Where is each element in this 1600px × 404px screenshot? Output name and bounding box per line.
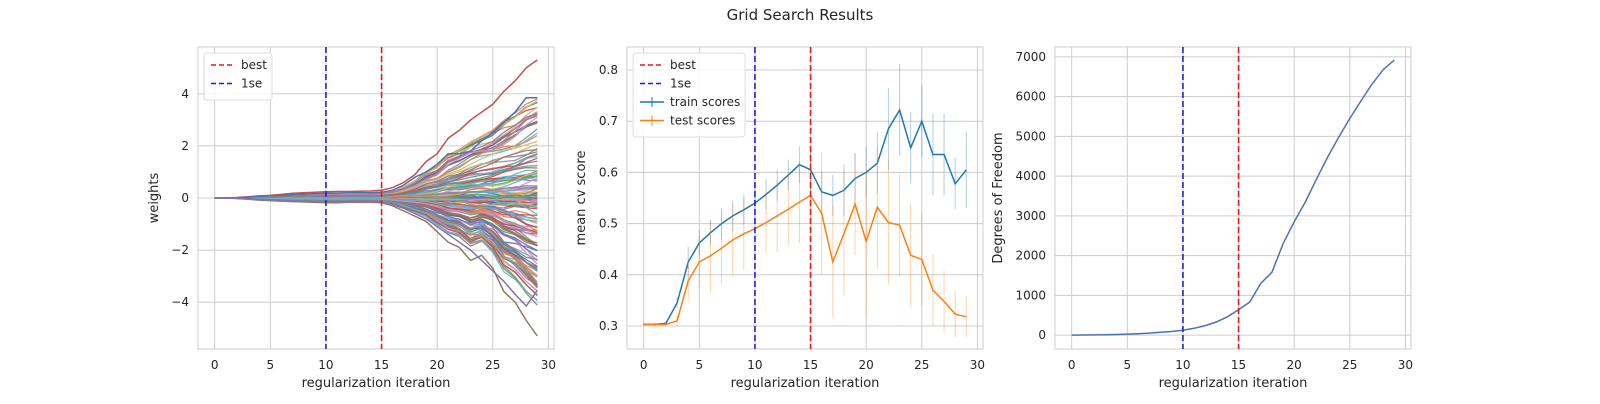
axes-frame	[1054, 46, 1412, 350]
legend: best 1se	[203, 52, 273, 101]
legend-label: best	[670, 58, 696, 72]
y-axis-label: weights	[147, 172, 162, 223]
x-tick-label: 5	[1123, 358, 1131, 372]
x-tick-label: 30	[1398, 358, 1413, 372]
x-axis-label: regularization iteration	[1159, 376, 1308, 391]
plot-area	[1071, 47, 1395, 349]
x-tick-label: 10	[747, 358, 762, 372]
legend-label: train scores	[670, 95, 740, 109]
x-tick-label: 20	[430, 358, 445, 372]
x-axis-label: regularization iteration	[302, 376, 451, 391]
legend-label: 1se	[241, 77, 262, 91]
x-tick-label: 10	[318, 358, 333, 372]
legend: best 1se train scores test scores	[632, 52, 746, 138]
x-tick-label: 5	[266, 358, 274, 372]
x-tick-label: 5	[695, 358, 703, 372]
degrees-of-freedom-chart: 0 5 10 15 20 25 30 0 1000 2000 3000 4000 5000 6000 700…	[991, 46, 1413, 391]
weight-path-line	[214, 149, 538, 199]
legend-label: best	[241, 58, 267, 72]
y-tick-label: 4000	[1015, 169, 1046, 183]
legend-label: test scores	[670, 114, 735, 128]
x-tick-label: 25	[485, 358, 500, 372]
x-tick-label: 10	[1175, 358, 1190, 372]
y-axis-label: mean cv score	[574, 151, 589, 246]
weight-path-line	[214, 197, 538, 337]
y-tick-label: 2000	[1015, 249, 1046, 263]
axes-frame	[197, 46, 555, 350]
y-tick-label: 0.8	[599, 63, 618, 77]
test-scores-line	[643, 194, 967, 326]
train-scores-line	[643, 108, 967, 326]
legend-box	[632, 52, 746, 138]
y-tick-label: 6000	[1015, 90, 1046, 104]
y-tick-label: 1000	[1015, 288, 1046, 302]
y-tick-label: 4	[181, 87, 189, 101]
y-tick-label: 0.3	[599, 319, 618, 333]
x-tick-label: 0	[640, 358, 648, 372]
x-tick-label: 30	[541, 358, 556, 372]
axes-frame	[626, 46, 984, 350]
legend-label: 1se	[670, 77, 691, 91]
figure-title: Grid Search Results	[727, 6, 874, 24]
y-tick-label: 2	[181, 139, 189, 153]
weights-chart: 0 5 10 15 20 25 30 −4 −2 0 2 4 regularization iterat…	[147, 46, 556, 391]
x-tick-label: 0	[1068, 358, 1076, 372]
y-tick-label: 0	[181, 191, 189, 205]
cv-score-chart: 0 5 10 15 20 25 30 0.3 0.4 0.5 0.6 0.7 0.8 regulariza…	[574, 46, 985, 391]
x-axis-label: regularization iteration	[731, 376, 880, 391]
x-tick-label: 25	[914, 358, 929, 372]
y-tick-label: 5000	[1015, 129, 1046, 143]
y-tick-label: 0	[1038, 328, 1046, 342]
y-tick-label: 0.7	[599, 114, 618, 128]
y-tick-label: −2	[171, 243, 189, 257]
y-tick-label: 0.6	[599, 165, 618, 179]
x-tick-label: 15	[374, 358, 389, 372]
x-tick-label: 30	[970, 358, 985, 372]
plot-area	[214, 47, 538, 349]
y-axis-label: Degrees of Freedom	[991, 132, 1006, 263]
weight-path-line	[214, 197, 538, 224]
x-tick-label: 0	[211, 358, 219, 372]
y-tick-label: 7000	[1015, 50, 1046, 64]
y-tick-label: −4	[171, 295, 189, 309]
y-tick-label: 0.4	[599, 268, 618, 282]
dof-line	[1071, 59, 1395, 336]
x-tick-label: 25	[1342, 358, 1357, 372]
plot-area	[643, 47, 967, 349]
x-tick-label: 15	[1231, 358, 1246, 372]
weight-path-line	[214, 197, 538, 308]
x-tick-label: 20	[859, 358, 874, 372]
weight-path-line	[214, 97, 538, 199]
x-tick-label: 15	[803, 358, 818, 372]
y-tick-label: 3000	[1015, 209, 1046, 223]
y-tick-label: 0.5	[599, 217, 618, 231]
x-tick-label: 20	[1287, 358, 1302, 372]
